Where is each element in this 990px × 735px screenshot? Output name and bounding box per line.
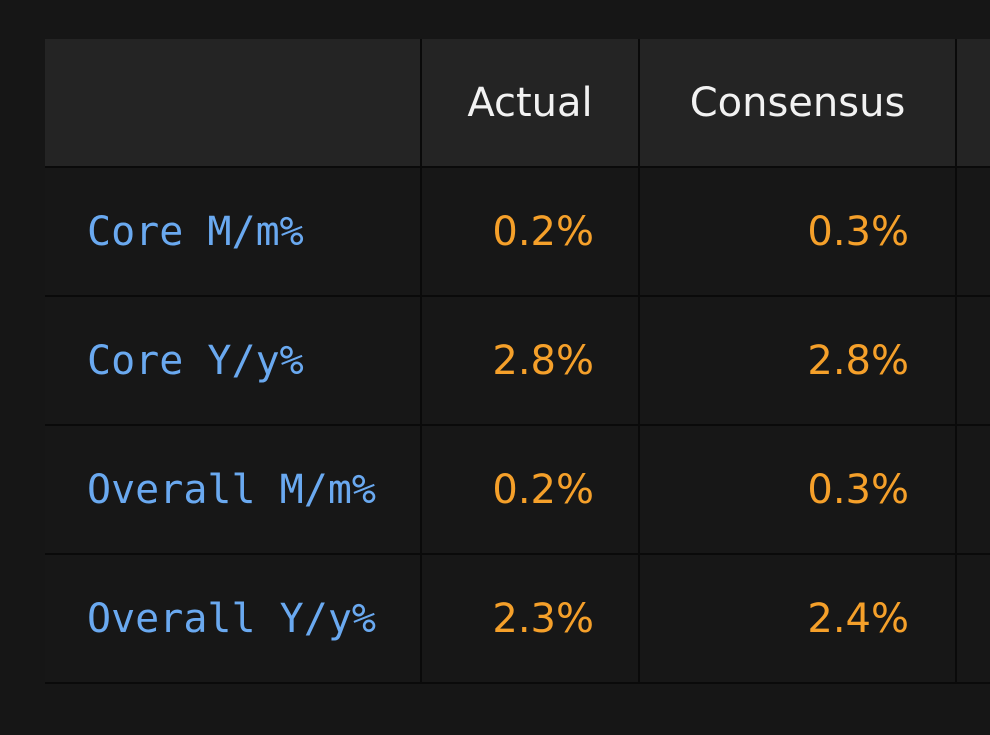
row-label: Overall M/m% bbox=[45, 425, 422, 555]
actual-value: 2.3% bbox=[421, 554, 640, 684]
header-extra-column bbox=[956, 39, 990, 168]
data-table-container: Actual Consensus Core M/m% 0.2% 0.3% Cor… bbox=[45, 39, 990, 684]
header-actual[interactable]: Actual bbox=[421, 39, 640, 168]
table-row: Core Y/y% 2.8% 2.8% bbox=[45, 296, 990, 426]
row-label: Overall Y/y% bbox=[45, 554, 422, 684]
table-row: Core M/m% 0.2% 0.3% bbox=[45, 167, 990, 297]
actual-value: 0.2% bbox=[421, 425, 640, 555]
extra-cell bbox=[956, 425, 990, 555]
row-label: Core Y/y% bbox=[45, 296, 422, 426]
consensus-value: 2.4% bbox=[639, 554, 957, 684]
actual-value: 0.2% bbox=[421, 167, 640, 297]
table-row: Overall M/m% 0.2% 0.3% bbox=[45, 425, 990, 555]
table-row: Overall Y/y% 2.3% 2.4% bbox=[45, 554, 990, 684]
consensus-value: 2.8% bbox=[639, 296, 957, 426]
row-label: Core M/m% bbox=[45, 167, 422, 297]
extra-cell bbox=[956, 296, 990, 426]
header-label-column bbox=[45, 39, 422, 168]
table-header-row: Actual Consensus bbox=[45, 39, 990, 168]
extra-cell bbox=[956, 167, 990, 297]
header-consensus[interactable]: Consensus bbox=[639, 39, 957, 168]
consensus-value: 0.3% bbox=[639, 425, 957, 555]
actual-value: 2.8% bbox=[421, 296, 640, 426]
economic-data-table: Actual Consensus Core M/m% 0.2% 0.3% Cor… bbox=[45, 39, 990, 684]
extra-cell bbox=[956, 554, 990, 684]
consensus-value: 0.3% bbox=[639, 167, 957, 297]
